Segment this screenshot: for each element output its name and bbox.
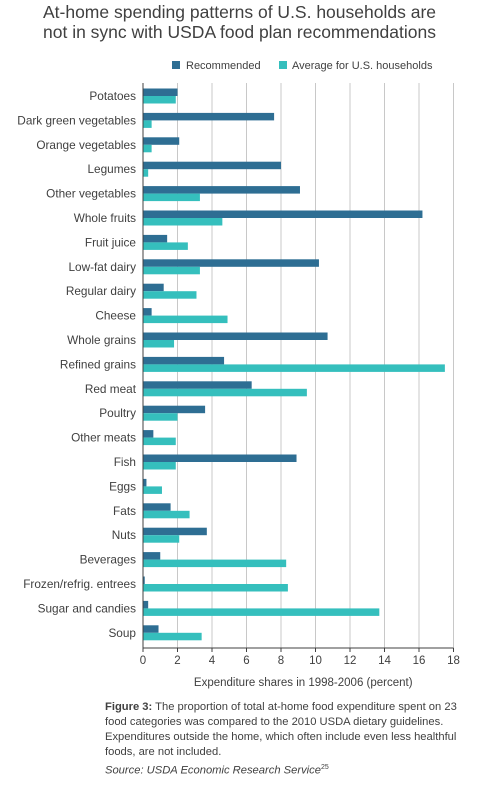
bar-average — [143, 632, 202, 641]
x-tick-label: 14 — [378, 655, 391, 667]
bar-recommended — [143, 600, 149, 609]
x-tick-label: 18 — [447, 655, 460, 667]
bar-recommended — [143, 381, 252, 389]
bar-average — [143, 193, 200, 202]
category-label: Nuts — [112, 528, 136, 542]
category-label: Whole grains — [67, 333, 136, 347]
bar-recommended — [143, 283, 164, 292]
chart-title-line: not in sync with USDA food plan recommen… — [43, 22, 436, 42]
category-label: Dark green vegetables — [17, 113, 136, 127]
category-label: Refined grains — [60, 357, 136, 371]
category-label: Cheese — [95, 309, 136, 323]
figure-caption: Figure 3: The proportion of total at-hom… — [105, 700, 475, 779]
category-label: Low-fat dairy — [68, 260, 136, 274]
bar-recommended — [143, 137, 180, 145]
bar-recommended — [143, 430, 154, 438]
x-tick-label: 2 — [174, 655, 180, 667]
chart-title-line: At-home spending patterns of U.S. househ… — [42, 2, 436, 22]
bar-average — [143, 608, 380, 616]
bar-chart: Recommended Average for U.S. households 0 2… — [17, 60, 460, 689]
category-label: Soup — [108, 626, 136, 640]
bar-average — [143, 486, 162, 494]
x-tick-label: 16 — [413, 655, 426, 667]
bar-average — [143, 364, 445, 372]
bar-average — [143, 559, 287, 568]
bar-average — [143, 144, 152, 153]
bar-recommended — [143, 88, 178, 96]
bar-recommended — [143, 356, 225, 365]
x-axis-title: Expenditure shares in 1998-2006 (percent… — [194, 677, 413, 689]
legend-swatch-recommended — [172, 61, 180, 69]
bar-average — [143, 584, 288, 592]
bar-average — [143, 169, 149, 177]
caption-text: The proportion of total at-home food exp… — [105, 701, 457, 758]
bar-recommended — [143, 259, 319, 267]
bar-average — [143, 413, 178, 421]
bar-recommended — [143, 308, 152, 316]
category-label: Poultry — [99, 406, 136, 420]
category-label: Frozen/refrig. entrees — [23, 577, 136, 591]
legend-swatch-average — [279, 61, 287, 69]
source-note: Source: USDA Economic Research Service — [105, 764, 321, 777]
bar-recommended — [143, 625, 159, 633]
bar-recommended — [143, 234, 168, 243]
category-label: Legumes — [87, 162, 136, 176]
category-label: Fish — [114, 455, 136, 469]
x-tick-label: 6 — [243, 655, 249, 667]
x-tick-label: 12 — [344, 655, 357, 667]
bar-recommended — [143, 405, 206, 414]
category-label: Other vegetables — [46, 187, 136, 201]
category-label: Whole fruits — [74, 211, 136, 225]
bar-recommended — [143, 527, 207, 536]
bar-average — [143, 96, 176, 104]
bar-recommended — [143, 332, 328, 340]
bar-average — [143, 242, 188, 250]
x-tick-label: 8 — [278, 655, 284, 667]
chart-title: At-home spending patterns of U.S. househ… — [0, 2, 479, 42]
bar-average — [143, 120, 152, 128]
bar-recommended — [143, 478, 147, 487]
bar-recommended — [143, 186, 300, 194]
bar-average — [143, 340, 175, 348]
source-reference: 25 — [320, 764, 329, 771]
bar-recommended — [143, 503, 171, 511]
bar-recommended — [143, 454, 297, 462]
figure-label: Figure 3: — [105, 701, 153, 713]
bar-average — [143, 315, 228, 324]
bar-recommended — [143, 576, 145, 584]
category-label: Fats — [113, 504, 136, 518]
x-tick-label: 4 — [209, 655, 216, 667]
x-tick-label: 10 — [309, 655, 322, 667]
category-label: Orange vegetables — [36, 138, 136, 152]
bar-average — [143, 437, 176, 446]
legend-label-recommended: Recommended — [186, 60, 261, 72]
category-label: Potatoes — [89, 89, 136, 103]
x-tick-label: 0 — [140, 655, 146, 667]
bar-average — [143, 510, 190, 519]
category-label: Beverages — [80, 553, 136, 567]
category-label: Fruit juice — [85, 235, 137, 249]
bar-average — [143, 266, 200, 275]
bar-average — [143, 535, 180, 543]
category-label: Red meat — [85, 382, 137, 396]
category-label: Sugar and candies — [38, 601, 136, 615]
bar-recommended — [143, 210, 423, 218]
bar-average — [143, 388, 307, 397]
category-label: Eggs — [109, 479, 136, 493]
category-label: Regular dairy — [66, 284, 136, 298]
bar-recommended — [143, 552, 161, 560]
bar-recommended — [143, 112, 275, 121]
bar-recommended — [143, 161, 281, 170]
bar-average — [143, 462, 176, 470]
category-label: Other meats — [71, 431, 136, 445]
bar-average — [143, 218, 223, 226]
legend-label-average: Average for U.S. households — [292, 60, 433, 72]
bar-average — [143, 291, 197, 299]
